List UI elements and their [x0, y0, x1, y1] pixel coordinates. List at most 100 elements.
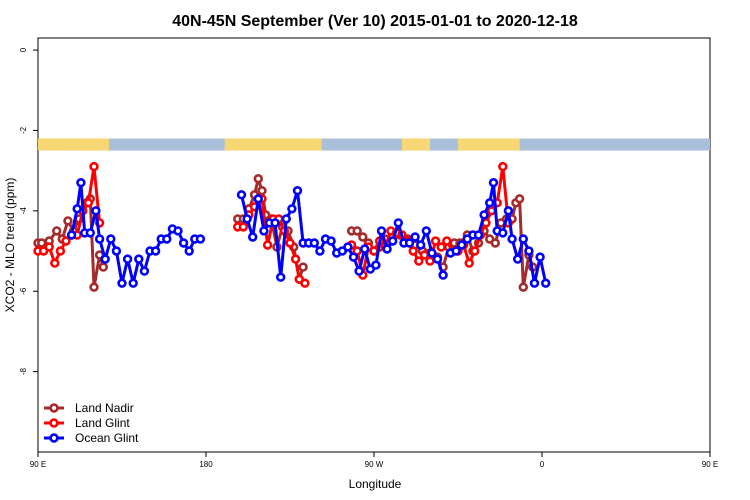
series-2-point-2-11 — [503, 206, 514, 216]
series-2-point-0-11 — [122, 254, 133, 264]
series-0-point-0-1 — [36, 238, 47, 248]
series-0-point-0-12 — [98, 262, 109, 272]
series-2-point-0-16 — [150, 246, 161, 256]
y-tick-label-3: -6 — [19, 287, 28, 295]
series-2-point-1-2 — [248, 232, 258, 242]
series-2-point-0-13 — [134, 254, 144, 264]
series-0-point-1-5 — [257, 186, 267, 196]
legend-label-2: Ocean Glint — [75, 431, 139, 445]
series-2-point-1-6 — [270, 218, 280, 228]
series-2-point-1-13 — [309, 238, 319, 248]
legend-marker-1 — [49, 418, 59, 428]
series-2-point-1-19 — [343, 242, 353, 252]
series-layer — [33, 161, 551, 292]
y-axis-label: XCO2 - MLO trend (ppm) — [3, 178, 17, 313]
series-2-point-1-30 — [404, 238, 415, 248]
series-0-point-0-3 — [51, 226, 62, 236]
series-2-point-1-34 — [427, 248, 437, 258]
x-axis-label: Longitude — [349, 477, 402, 491]
y-tick-label-2: -4 — [19, 207, 28, 215]
series-2-point-1-25 — [376, 226, 387, 236]
legend-label-0: Land Nadir — [75, 401, 134, 415]
series-2-point-1-9 — [287, 204, 297, 214]
series-0-point-2-23 — [490, 238, 500, 248]
series-2-point-1-32 — [416, 240, 426, 250]
series-1-point-0-5 — [61, 236, 71, 246]
series-2-point-1-7 — [276, 272, 286, 282]
series-2-point-2-16 — [529, 278, 540, 288]
series-2-point-1-36 — [438, 270, 448, 280]
series-0-point-0-10 — [89, 282, 99, 292]
series-2-point-2-18 — [540, 278, 551, 288]
series-2-point-1-3 — [253, 194, 263, 204]
series-2-point-0-18 — [162, 234, 172, 244]
series-0-point-2-28 — [514, 194, 525, 204]
series-2-point-2-5 — [473, 230, 484, 240]
series-0-point-2-29 — [518, 282, 528, 292]
series-1-point-1-10 — [285, 238, 295, 248]
series-2-point-0-2 — [76, 178, 86, 188]
y-tick-label-0: 0 — [19, 47, 28, 52]
chart-title: 40N-45N September (Ver 10) 2015-01-01 to… — [172, 13, 578, 30]
series-1-point-2-16 — [436, 242, 446, 252]
series-0-point-2-1 — [352, 226, 362, 236]
series-1-point-1-11 — [290, 254, 301, 264]
series-1-point-0-4 — [55, 246, 66, 256]
series-1-point-2-14 — [425, 256, 435, 266]
land-band-5 — [458, 138, 520, 151]
series-2-point-0-14 — [139, 266, 150, 276]
series-2-point-1-28 — [393, 218, 403, 228]
series-2-point-0-5 — [91, 206, 101, 216]
series-2-point-2-14 — [518, 234, 528, 244]
series-1-point-2-21 — [464, 258, 474, 268]
series-1-point-0-2 — [44, 242, 54, 252]
series-2-point-0-10 — [117, 278, 127, 288]
series-2-point-0-12 — [128, 278, 138, 288]
legend-label-1: Land Glint — [75, 416, 130, 430]
series-2-point-0-21 — [178, 238, 189, 248]
series-2-point-2-1 — [451, 246, 461, 256]
series-2-point-1-14 — [315, 246, 325, 256]
x-tick-label-4: 90 E — [702, 460, 718, 469]
ocean-band — [38, 138, 710, 151]
x-tick-label-0: 90 E — [30, 460, 46, 469]
series-2-point-1-0 — [236, 190, 247, 200]
series-1-point-1-1 — [238, 222, 249, 232]
series-2-point-2-8 — [488, 178, 499, 188]
series-2-point-1-4 — [259, 226, 269, 236]
land-band-3 — [290, 138, 322, 151]
series-2-point-1-20 — [348, 252, 359, 262]
series-2-point-0-4 — [85, 228, 96, 238]
series-2-point-1-31 — [410, 232, 420, 242]
legend-marker-0 — [49, 403, 59, 413]
series-2-point-1-16 — [326, 236, 336, 246]
series-2-point-2-10 — [498, 228, 508, 238]
series-2-point-2-6 — [479, 210, 489, 220]
series-2-point-0-9 — [111, 246, 122, 256]
x-axis: 90 E 180 90 W 0 90 E — [30, 452, 718, 469]
series-1-point-0-9 — [83, 198, 94, 208]
y-tick-label-1: -2 — [19, 126, 28, 134]
series-1-point-2-22 — [470, 246, 480, 256]
land-band-2 — [224, 138, 290, 151]
series-2-point-0-7 — [100, 254, 110, 264]
series-2-point-1-26 — [382, 244, 392, 254]
series-2-point-1-35 — [432, 254, 443, 264]
series-2 — [66, 178, 551, 288]
plot-frame — [37, 37, 711, 453]
series-2-point-0-1 — [72, 204, 82, 214]
series-2-point-1-8 — [281, 214, 291, 224]
series-2-point-0-24 — [195, 234, 206, 244]
series-1-point-0-3 — [50, 258, 60, 268]
series-2-point-2-13 — [512, 254, 523, 264]
series-2-point-2-12 — [507, 234, 517, 244]
y-axis: 0 -2 -4 -6 -8 — [19, 47, 38, 375]
series-2-point-0-22 — [184, 246, 194, 256]
series-2-point-0-0 — [66, 230, 77, 240]
legend-marker-2 — [49, 433, 59, 443]
series-2-point-0-8 — [106, 234, 116, 244]
series-2-point-1-21 — [354, 266, 364, 276]
land-band-1 — [71, 138, 104, 151]
series-1-point-2-11 — [408, 246, 418, 256]
